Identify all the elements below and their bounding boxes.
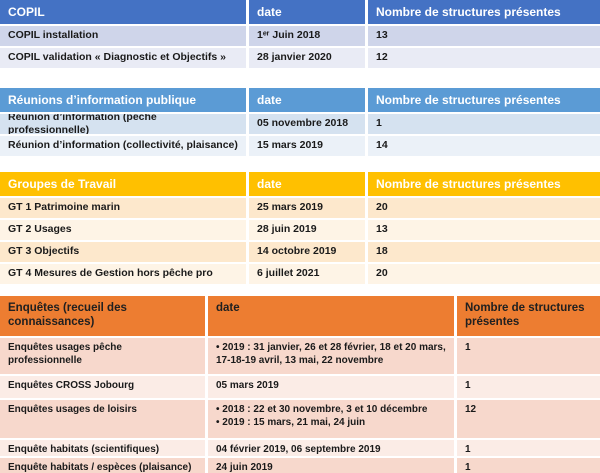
table-cell-count: 1 — [457, 458, 600, 473]
enquetes-header-count: Nombre de structures présentes — [457, 296, 600, 336]
table-cell-date: 28 juin 2019 — [249, 220, 365, 240]
table-cell-label: Enquêtes usages pêche professionnelle — [0, 338, 205, 374]
reunions-header-count: Nombre de structures présentes — [368, 88, 600, 112]
gt-header-title: Groupes de Travail — [0, 172, 246, 196]
table-cell-label: GT 2 Usages — [0, 220, 246, 240]
table-cell-date: • 2019 : 31 janvier, 26 et 28 février, 1… — [208, 338, 454, 374]
copil-header-date: date — [249, 0, 365, 24]
table-cell-count: 1 — [457, 440, 600, 456]
reunions-table: Réunions d’information publique date Nom… — [0, 88, 600, 156]
table-cell-count: 20 — [368, 264, 600, 284]
table-cell-date: 05 mars 2019 — [208, 376, 454, 398]
table-cell-count: 1 — [368, 114, 600, 134]
table-cell-date: 14 octobre 2019 — [249, 242, 365, 262]
table-cell-count: 1 — [457, 376, 600, 398]
table-cell-label: GT 3 Objectifs — [0, 242, 246, 262]
table-cell-date: 15 mars 2019 — [249, 136, 365, 156]
table-cell-count: 12 — [368, 48, 600, 68]
copil-header-title: COPIL — [0, 0, 246, 24]
copil-table: COPIL date Nombre de structures présente… — [0, 0, 600, 68]
enquetes-table: Enquêtes (recueil des connaissances) dat… — [0, 296, 600, 473]
table-cell-count: 20 — [368, 198, 600, 218]
table-cell-date: 05 novembre 2018 — [249, 114, 365, 134]
table-cell-label: COPIL validation « Diagnostic et Objecti… — [0, 48, 246, 68]
table-cell-count: 1 — [457, 338, 600, 374]
table-cell-label: Enquête habitats (scientifiques) — [0, 440, 205, 456]
copil-header-count: Nombre de structures présentes — [368, 0, 600, 24]
table-cell-label: Enquêtes usages de loisirs — [0, 400, 205, 438]
reunions-header-date: date — [249, 88, 365, 112]
table-cell-label: Réunion d’information (pêche professionn… — [0, 114, 246, 134]
table-cell-date: 28 janvier 2020 — [249, 48, 365, 68]
table-cell-date: 24 juin 2019 — [208, 458, 454, 473]
table-cell-date: 25 mars 2019 — [249, 198, 365, 218]
groupes-travail-table: Groupes de Travail date Nombre de struct… — [0, 172, 600, 284]
table-cell-label: Réunion d’information (collectivité, pla… — [0, 136, 246, 156]
table-cell-date: 04 février 2019, 06 septembre 2019 — [208, 440, 454, 456]
gt-header-date: date — [249, 172, 365, 196]
table-cell-date: 6 juillet 2021 — [249, 264, 365, 284]
reunions-header-title: Réunions d’information publique — [0, 88, 246, 112]
table-cell-date: • 2018 : 22 et 30 novembre, 3 et 10 déce… — [208, 400, 454, 438]
table-cell-count: 18 — [368, 242, 600, 262]
enquetes-header-date: date — [208, 296, 454, 336]
table-cell-label: Enquête habitats / espèces (plaisance) — [0, 458, 205, 473]
table-cell-count: 14 — [368, 136, 600, 156]
gt-header-count: Nombre de structures présentes — [368, 172, 600, 196]
table-cell-count: 12 — [457, 400, 600, 438]
table-cell-date: 1ᵉʳ Juin 2018 — [249, 26, 365, 46]
table-cell-count: 13 — [368, 220, 600, 240]
table-cell-label: Enquêtes CROSS Jobourg — [0, 376, 205, 398]
table-cell-count: 13 — [368, 26, 600, 46]
table-cell-label: COPIL installation — [0, 26, 246, 46]
table-cell-label: GT 1 Patrimoine marin — [0, 198, 246, 218]
table-cell-label: GT 4 Mesures de Gestion hors pêche pro — [0, 264, 246, 284]
enquetes-header-title: Enquêtes (recueil des connaissances) — [0, 296, 205, 336]
